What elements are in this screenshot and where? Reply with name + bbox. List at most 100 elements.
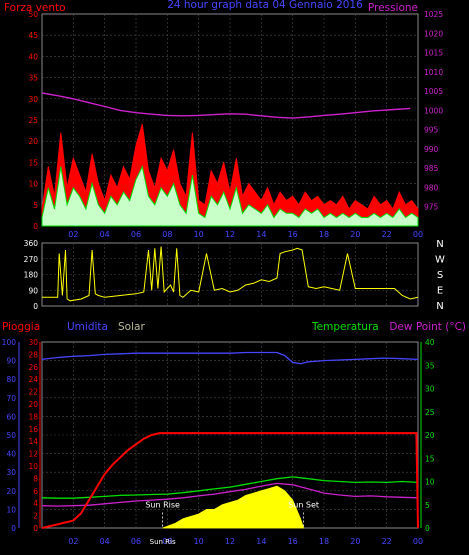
chart3-humidity-tick-label: 0 (33, 524, 38, 533)
chart2-tick-label: 270 (24, 255, 39, 264)
chart3-humidity-tick-label: 28 (28, 350, 38, 359)
chart3-x-tick-label: 22 (382, 537, 392, 546)
chart3-grid (42, 342, 418, 528)
chart3-temperature-tick-label: 30 (425, 385, 435, 394)
wind-direction-series (42, 246, 419, 302)
chart1-left-tick-label: 35 (28, 74, 38, 83)
chart3-sun-markers: Sun Rise Sun Set Sun Ris (145, 501, 319, 546)
chart1-left-tick-label: 30 (28, 95, 38, 104)
chart3-x-tick-label: 00 (413, 537, 423, 546)
chart1-series (41, 92, 419, 227)
chart2-compass-label: S (437, 270, 443, 281)
chart1-left-tick-label: 0 (33, 222, 38, 231)
chart1-x-tick-label: 16 (288, 230, 298, 239)
chart2-tick-label: 360 (24, 239, 39, 248)
chart3-x-tick-label: 08 (162, 537, 172, 546)
chart3-humidity-tick-label: 18 (28, 412, 38, 421)
chart1-x-tick-label: 22 (382, 230, 392, 239)
chart3-rain-tick-label: 20 (6, 487, 16, 496)
chart3-rain-tick-label: 70 (6, 394, 16, 403)
chart3-humidity-tick-label: 20 (28, 400, 38, 409)
sun-rise-label: Sun Rise (145, 501, 180, 510)
chart1-left-tick-label: 40 (28, 52, 38, 61)
wind-speed-series (41, 165, 419, 227)
legend-pioggia: Pioggia (2, 321, 40, 333)
chart3-temperature-tick-label: 5 (425, 501, 430, 510)
chart1-left-tick-label: 45 (28, 31, 38, 40)
chart1-x-tick-label: 08 (162, 230, 172, 239)
chart3-x-tick-label: 06 (131, 537, 141, 546)
chart3-series (41, 351, 419, 529)
chart1-x-tick-label: 20 (350, 230, 360, 239)
chart2-tick-label: 90 (28, 286, 38, 295)
legend-temperatura: Temperatura (311, 321, 379, 333)
chart3-temperature-tick-label: 15 (425, 454, 435, 463)
chart2-compass-label: N (436, 239, 443, 250)
chart3-temperature-tick-label: 40 (425, 338, 435, 347)
chart3-rain-tick-label: 80 (6, 375, 16, 384)
sun-set-label: Sun Set (288, 501, 319, 510)
chart3-rain-tick-label: 50 (6, 431, 16, 440)
solar-series (162, 485, 305, 529)
chart3-humidity-tick-label: 10 (28, 462, 38, 471)
chart2-compass-label: E (437, 286, 443, 297)
chart1-right-tick-label: 1015 (424, 49, 443, 58)
rain-series (41, 432, 419, 529)
chart1-x-tick-label: 18 (319, 230, 329, 239)
chart3-x-tick-label: 18 (319, 537, 329, 546)
chart2-series (42, 246, 419, 302)
chart3-humidity-tick-label: 6 (33, 487, 38, 496)
chart1-x-axis: 02 04 06 08 10 12 14 16 18 20 22 00 (68, 230, 423, 239)
legend-solar: Solar (118, 321, 145, 333)
chart1-right-tick-label: 980 (424, 183, 439, 192)
chart2-grid (42, 243, 418, 306)
chart1-right-tick-label: 1020 (424, 29, 443, 38)
chart1-x-tick-label: 02 (68, 230, 78, 239)
chart3-rain-tick-label: 40 (6, 450, 16, 459)
chart1-right-tick-label: 1010 (424, 68, 443, 77)
chart3-temperature-tick-label: 0 (425, 524, 430, 533)
chart1-left-tick-label: 5 (33, 201, 38, 210)
chart3-humidity-tick-label: 12 (28, 450, 38, 459)
chart3-temperature-axis: 0 5 10 15 20 25 30 35 40 (420, 338, 435, 533)
chart3-temperature-tick-label: 10 (425, 478, 435, 487)
chart1-right-tick-label: 1025 (424, 10, 443, 19)
temperature-series (41, 476, 419, 499)
chart3-humidity-tick-label: 4 (33, 499, 38, 508)
chart3-rain-tick-label: 60 (6, 412, 16, 421)
chart3-x-tick-label: 04 (100, 537, 110, 546)
chart3-temperature-tick-label: 35 (425, 361, 435, 370)
humidity-series (41, 351, 419, 365)
chart1-left-axis: 0 5 10 15 20 25 30 35 40 45 50 (28, 10, 38, 231)
chart1-right-tick-label: 1005 (424, 87, 443, 96)
chart1-x-tick-label: 04 (100, 230, 110, 239)
chart3-humidity-tick-label: 14 (28, 437, 38, 446)
chart3-x-axis: 02 04 06 08 10 12 14 16 18 20 22 00 (68, 537, 423, 546)
chart3-humidity-tick-label: 26 (28, 363, 38, 372)
chart1-ylabel-left: Forza vento (4, 2, 66, 14)
chart3-humidity-tick-label: 2 (33, 512, 38, 521)
chart3-rain-tick-label: 100 (2, 338, 17, 347)
chart3-x-tick-label: 14 (256, 537, 266, 546)
chart2-tick-label: 0 (33, 302, 38, 311)
chart1-title: 24 hour graph data 04 Gennaio 2016 (167, 0, 363, 11)
legend-dewpoint: Dew Point (°C) (389, 321, 466, 333)
chart1-right-tick-label: 990 (424, 145, 439, 154)
chart3-temperature-tick-label: 20 (425, 431, 435, 440)
chart1-left-tick-label: 20 (28, 137, 38, 146)
chart2-left-axis: 0 90 180 270 360 (24, 239, 39, 311)
chart1-right-axis: 975 980 985 990 995 1000 1005 1010 1015 1020 1025 (424, 10, 443, 212)
chart1-left-tick-label: 50 (28, 10, 38, 19)
chart3-humidity-tick-label: 24 (28, 375, 38, 384)
chart3-rain-tick-label: 30 (6, 468, 16, 477)
chart3-x-tick-label: 10 (194, 537, 204, 546)
chart1-x-tick-label: 06 (131, 230, 141, 239)
chart3-humidity-tick-label: 16 (28, 425, 38, 434)
chart3-x-tick-label: 20 (350, 537, 360, 546)
sun-rise-axis-mark: Sun Ris (150, 538, 176, 546)
chart3-temperature-tick-label: 25 (425, 408, 435, 417)
chart2-compass-label: N (436, 301, 443, 312)
